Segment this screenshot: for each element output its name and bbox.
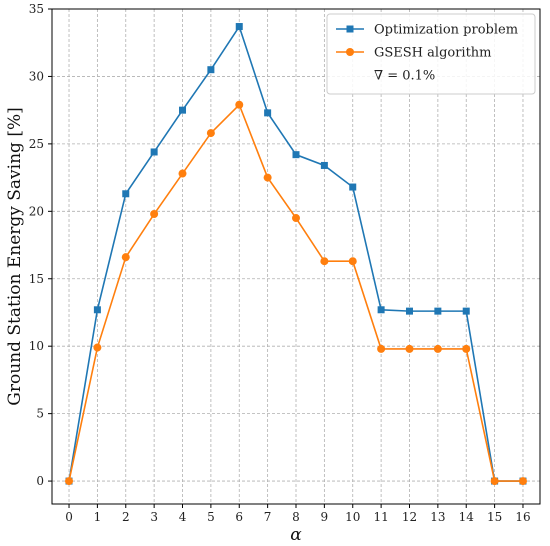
x-axis-label: α	[290, 525, 302, 545]
data-point-gsesh-algorithm	[348, 257, 357, 266]
x-tick-label: 2	[122, 510, 130, 524]
data-point-gsesh-algorithm	[206, 129, 215, 138]
legend-marker-optimization-problem	[346, 25, 354, 33]
x-tick-label: 3	[150, 510, 158, 524]
x-tick-label: 13	[430, 510, 445, 524]
legend-box	[326, 13, 536, 95]
data-point-optimization-problem	[264, 109, 272, 117]
data-point-gsesh-algorithm	[518, 477, 527, 486]
y-tick-label: 25	[29, 137, 44, 151]
data-point-gsesh-algorithm	[433, 344, 442, 353]
x-tick-label: 12	[402, 510, 417, 524]
y-tick-label: 0	[36, 474, 44, 488]
data-point-optimization-problem	[122, 190, 130, 198]
x-tick-label: 16	[515, 510, 530, 524]
x-tick-label: 10	[345, 510, 360, 524]
x-tick-label: 11	[373, 510, 388, 524]
x-tick-label: 14	[459, 510, 475, 524]
data-point-optimization-problem	[405, 307, 413, 315]
y-axis-label: Ground Station Energy Saving [%]	[5, 107, 25, 406]
data-point-gsesh-algorithm	[292, 214, 300, 223]
data-point-gsesh-algorithm	[320, 257, 329, 266]
legend-entry-optimization-problem: Optimization problem	[374, 23, 518, 38]
y-tick-label: 30	[29, 69, 44, 83]
y-tick-label: 5	[36, 407, 44, 421]
legend-annotation: ∇ = 0.1%	[374, 69, 435, 84]
legend-entry-gsesh-algorithm: GSESH algorithm	[374, 46, 492, 61]
data-point-optimization-problem	[377, 306, 385, 314]
y-tick-label: 15	[29, 272, 44, 286]
data-point-optimization-problem	[462, 307, 470, 315]
data-point-gsesh-algorithm	[377, 344, 386, 353]
y-tick-label: 10	[29, 339, 44, 353]
data-point-optimization-problem	[434, 307, 442, 315]
data-point-gsesh-algorithm	[405, 344, 414, 353]
data-point-optimization-problem	[179, 106, 187, 114]
series-layer	[65, 23, 527, 486]
x-tick-label: 7	[264, 510, 272, 524]
x-tick-label: 6	[235, 510, 243, 524]
data-point-gsesh-algorithm	[235, 100, 244, 109]
x-tick-label: 5	[207, 510, 215, 524]
data-point-gsesh-algorithm	[462, 344, 471, 353]
data-point-gsesh-algorithm	[121, 253, 130, 262]
x-tick-label: 1	[94, 510, 102, 524]
data-point-gsesh-algorithm	[150, 210, 159, 219]
x-tick-label: 8	[292, 510, 300, 524]
x-tick-label: 15	[487, 510, 502, 524]
x-tick-label: 4	[179, 510, 187, 524]
data-point-optimization-problem	[207, 66, 215, 74]
data-point-gsesh-algorithm	[490, 477, 499, 486]
data-point-optimization-problem	[292, 151, 300, 159]
legend-marker-gsesh-algorithm	[346, 48, 354, 56]
data-point-optimization-problem	[93, 306, 101, 314]
data-point-optimization-problem	[150, 148, 158, 156]
legend: Optimization problem GSESH algorithm ∇ = 0…	[326, 13, 536, 95]
x-tick-label: 0	[65, 510, 73, 524]
x-tick-label: 9	[321, 510, 329, 524]
data-point-gsesh-algorithm	[65, 477, 74, 486]
data-point-optimization-problem	[235, 23, 243, 31]
data-point-gsesh-algorithm	[178, 169, 187, 178]
y-tick-label: 35	[29, 2, 44, 16]
data-point-optimization-problem	[349, 183, 357, 191]
data-point-gsesh-algorithm	[263, 173, 272, 182]
data-point-gsesh-algorithm	[93, 343, 102, 352]
data-point-optimization-problem	[320, 161, 328, 169]
y-tick-label: 20	[29, 204, 44, 218]
